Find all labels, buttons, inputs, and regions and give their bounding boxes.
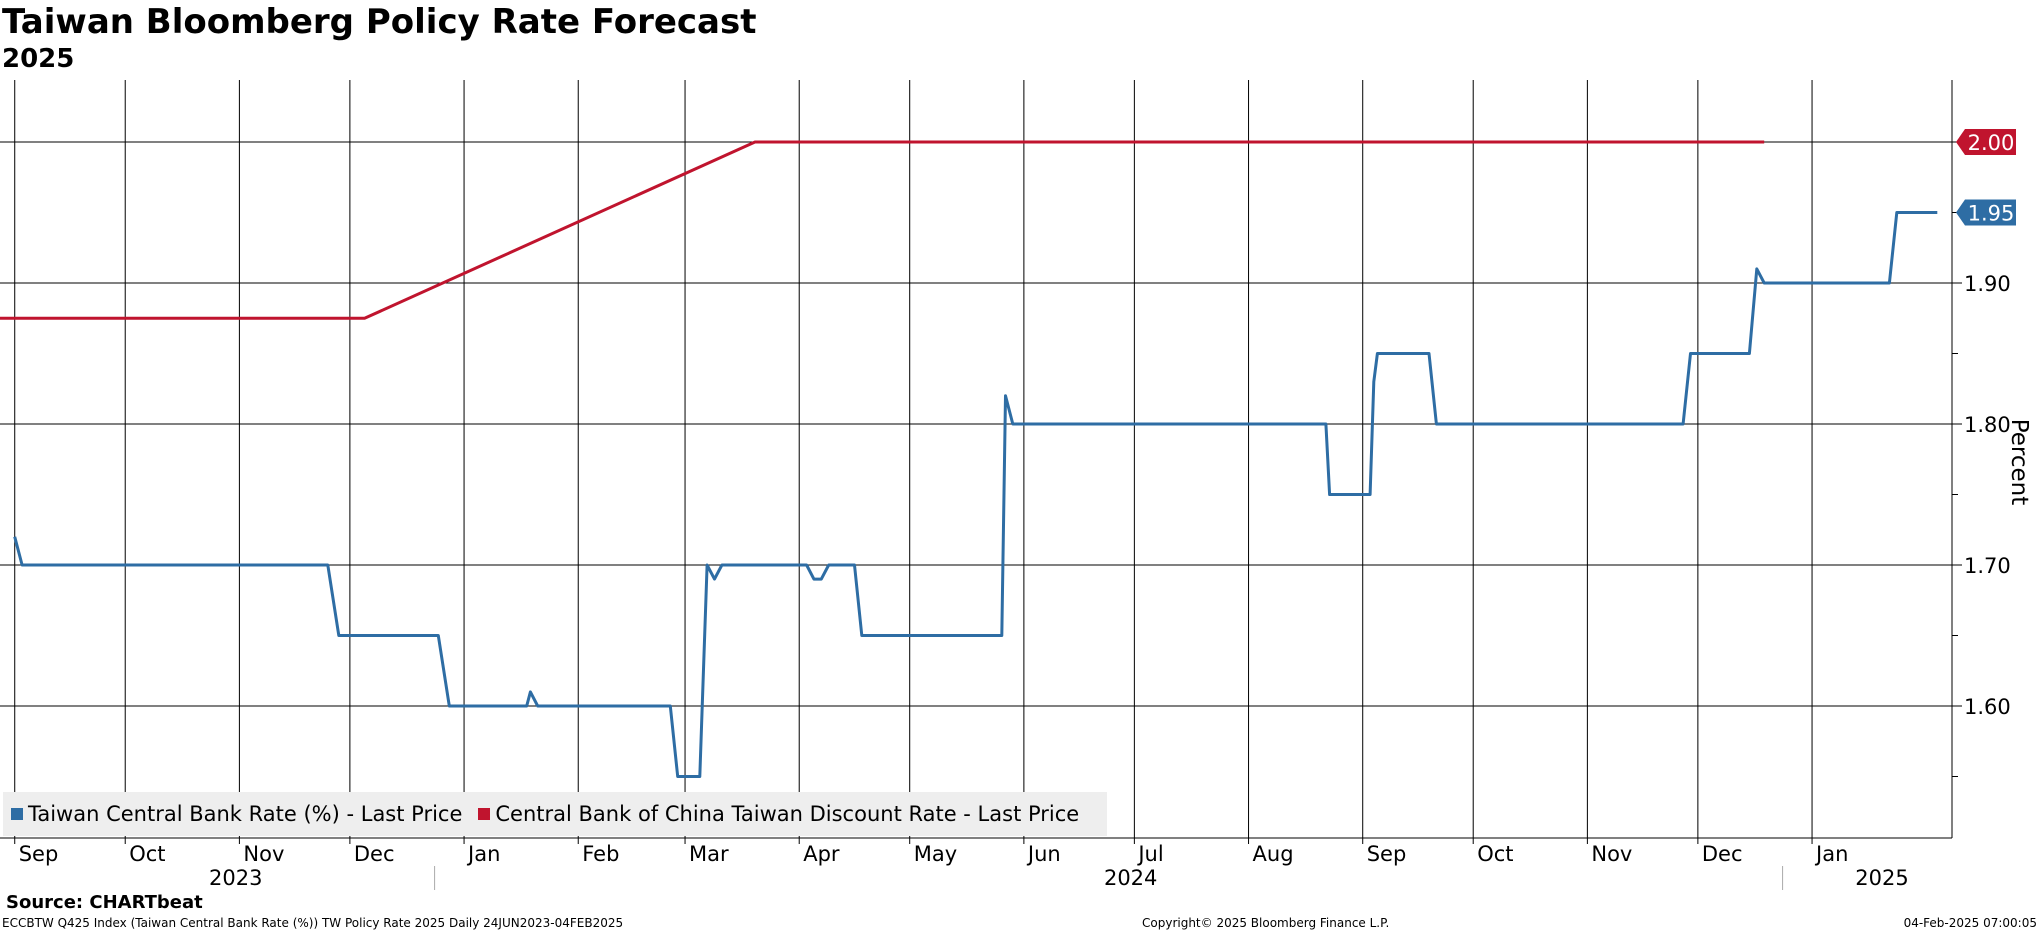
- y-tick-label: 1.90: [1964, 272, 2011, 296]
- last-value-tag-0: [1956, 199, 2016, 226]
- legend-label-central-bank-rate: Taiwan Central Bank Rate (%) - Last Pric…: [28, 802, 463, 826]
- series-line-0: [13, 211, 1938, 778]
- last-value-tag-1: [1956, 129, 2016, 155]
- x-tick-label: Feb: [582, 842, 619, 866]
- x-tick-label: Jan: [466, 842, 500, 866]
- y-tick-label: 1.60: [1964, 695, 2011, 719]
- y-axis-title: Percent: [2006, 419, 2032, 506]
- x-tick-label: Aug: [1253, 842, 1294, 866]
- footer-timestamp: 04-Feb-2025 07:00:05: [1903, 916, 2037, 930]
- x-tick-label: Dec: [354, 842, 395, 866]
- series-line-1: [0, 140, 1765, 320]
- last-value-label-0: 1.95: [1968, 202, 2015, 226]
- x-tick-label: Oct: [129, 842, 165, 866]
- x-tick-label: Mar: [689, 842, 729, 866]
- chart-title: Taiwan Bloomberg Policy Rate Forecast: [2, 2, 757, 42]
- legend-item-discount-rate: Central Bank of China Taiwan Discount Ra…: [478, 802, 1079, 826]
- x-tick-label: Jul: [1136, 842, 1163, 866]
- x-tick-label: Jan: [1814, 842, 1848, 866]
- x-year-label: 2025: [1855, 866, 1908, 890]
- x-tick-label: Sep: [1367, 842, 1407, 866]
- x-tick-label: Sep: [19, 842, 59, 866]
- footer-copyright: Copyright© 2025 Bloomberg Finance L.P.: [1142, 916, 1390, 930]
- legend-swatch-discount-rate: [478, 808, 491, 820]
- y-tick-label: 1.70: [1964, 554, 2011, 578]
- x-year-label: 2024: [1104, 866, 1157, 890]
- legend-item-central-bank-rate: Taiwan Central Bank Rate (%) - Last Pric…: [11, 802, 462, 826]
- legend-label-discount-rate: Central Bank of China Taiwan Discount Ra…: [495, 802, 1080, 826]
- source-note: Source: CHARTbeat: [6, 892, 203, 913]
- x-tick-label: Apr: [803, 842, 840, 866]
- legend: Taiwan Central Bank Rate (%) - Last Pric…: [3, 792, 1108, 836]
- x-year-label: 2023: [209, 866, 262, 890]
- x-tick-label: Nov: [1591, 842, 1632, 866]
- footer-ticker-info: ECCBTW Q425 Index (Taiwan Central Bank R…: [2, 916, 624, 930]
- last-value-label-1: 2.00: [1968, 131, 2015, 155]
- chart-subtitle: 2025: [2, 44, 75, 74]
- x-tick-label: May: [914, 842, 957, 866]
- x-tick-label: Jun: [1026, 842, 1061, 866]
- x-tick-label: Nov: [243, 842, 284, 866]
- x-tick-label: Dec: [1702, 842, 1743, 866]
- y-tick-label: 1.80: [1964, 413, 2011, 437]
- x-tick-label: Oct: [1477, 842, 1513, 866]
- legend-swatch-central-bank-rate: [11, 808, 23, 820]
